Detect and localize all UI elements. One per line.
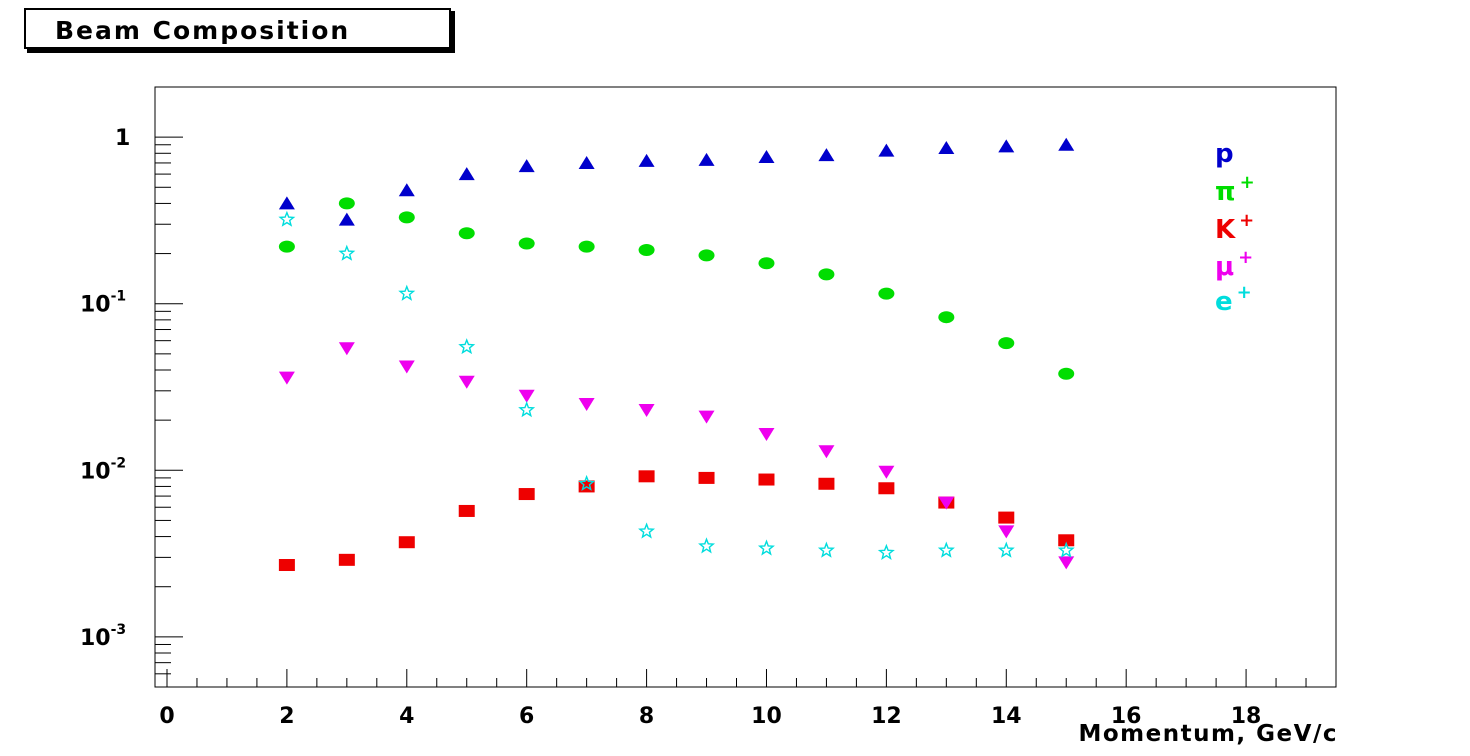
data-point-square [338,553,355,566]
data-point-circle [338,197,355,210]
x-tick-label: 6 [519,704,534,729]
data-point-triangle-up [758,149,775,163]
data-point-circle [398,211,415,224]
data-point-triangle-up [638,153,655,167]
data-point-square [398,536,415,549]
data-point-triangle-down [638,404,655,418]
data-point-triangle-up [458,167,475,181]
data-point-circle [578,240,595,253]
data-point-triangle-down [758,428,775,442]
legend-entry: μ + [1215,247,1253,282]
data-point-star [937,541,955,558]
data-point-circle [818,268,835,281]
data-point-triangle-up [1058,137,1075,151]
x-tick-label: 16 [1111,704,1142,729]
data-point-triangle-up [518,159,535,173]
y-tick-label: 1 [115,126,130,151]
data-point-triangle-up [818,148,835,162]
data-point-triangle-up [998,139,1015,153]
data-point-circle [878,287,895,300]
data-point-star [997,541,1015,558]
data-point-circle [638,244,655,257]
data-point-square [998,511,1015,524]
title-box-frame [24,8,451,49]
y-tick-label: 10-1 [80,289,126,318]
data-point-triangle-down [818,445,835,459]
data-point-star [458,338,476,355]
chart-title: Beam Composition [55,16,350,45]
data-point-star [578,474,596,491]
data-point-triangle-up [398,183,415,197]
data-point-star [518,401,536,418]
data-point-triangle-down [458,375,475,389]
legend: pπ +K +μ +e + [1215,139,1255,317]
data-point-circle [458,227,475,240]
data-point-star [698,537,716,554]
x-tick-label: 18 [1231,704,1262,729]
x-tick-label: 4 [399,704,414,729]
x-tick-label: 12 [871,704,902,729]
data-point-circle [938,311,955,324]
data-point-square [758,473,775,486]
data-point-triangle-down [278,371,295,385]
data-point-triangle-down [518,389,535,403]
data-point-circle [1058,367,1075,380]
x-tick-label: 8 [639,704,654,729]
data-point-circle [998,337,1015,350]
x-tick-label: 2 [279,704,294,729]
data-markers [278,137,1075,572]
data-point-square [638,470,655,483]
data-point-square [698,471,715,484]
x-tick-label: 14 [991,704,1022,729]
data-point-square [878,482,895,495]
y-tick-label: 10-3 [80,622,126,651]
y-tick-label: 10-2 [80,455,126,484]
data-point-circle [758,257,775,270]
data-point-triangle-down [878,465,895,479]
data-point-circle [278,240,295,253]
data-point-square [1058,534,1075,547]
data-point-circle [698,249,715,262]
data-point-triangle-down [398,360,415,374]
data-point-star [278,210,296,227]
legend-entry: π + [1215,172,1255,207]
data-point-triangle-down [1058,556,1075,570]
data-point-triangle-down [338,342,355,356]
data-point-triangle-up [278,196,295,210]
title-box: Beam Composition [24,8,455,53]
x-axis-label: Momentum, GeV/c [1078,721,1338,747]
data-point-triangle-down [578,398,595,412]
data-point-star [817,541,835,558]
data-point-triangle-up [578,155,595,169]
data-point-triangle-down [998,525,1015,539]
data-point-circle [518,237,535,250]
data-point-square [518,488,535,501]
legend-entry: K + [1215,210,1254,245]
data-point-triangle-up [938,141,955,155]
data-point-square [818,477,835,490]
data-point-star [1057,541,1075,558]
data-point-triangle-down [698,410,715,424]
legend-entry: p [1215,139,1234,169]
data-point-square [278,559,295,572]
data-point-triangle-up [338,212,355,226]
data-point-star [398,284,416,301]
data-point-triangle-up [878,143,895,157]
data-point-triangle-down [938,496,955,510]
data-point-triangle-up [698,152,715,166]
data-point-star [338,244,356,261]
data-point-star [757,539,775,556]
x-tick-label: 10 [751,704,782,729]
data-point-star [638,522,656,539]
axes: 0 2 4 6 8 10 12 14 16 18 1 10-1 10-2 10-3 [80,86,1307,729]
data-point-square [458,504,475,517]
plot-frame [154,86,1337,688]
x-tick-label: 0 [159,704,174,729]
legend-entry: e + [1215,282,1252,317]
data-point-star [877,543,895,561]
